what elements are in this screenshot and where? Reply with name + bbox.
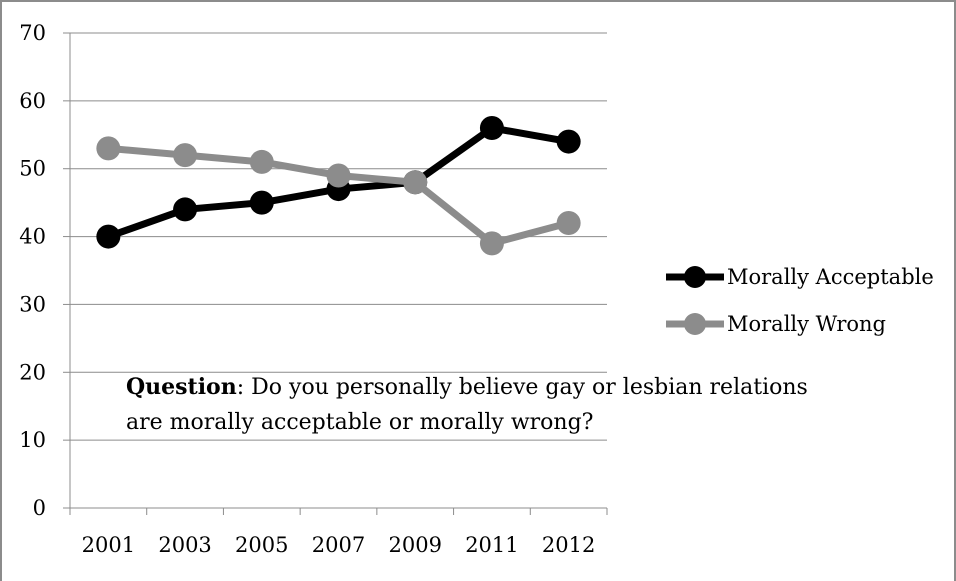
question-annotation: Question: Do you personally believe gay …: [126, 374, 808, 435]
legend-label: Morally Acceptable: [727, 265, 934, 289]
legend-label: Morally Wrong: [727, 312, 886, 336]
x-tick-label: 2005: [235, 533, 288, 557]
x-tick-label: 2009: [388, 533, 441, 557]
legend-item: Morally Acceptable: [666, 265, 934, 289]
y-tick-label: 60: [19, 89, 46, 113]
y-tick-label: 30: [19, 292, 46, 316]
y-tick-label: 50: [19, 157, 46, 181]
data-point: [173, 197, 198, 222]
data-point: [556, 129, 581, 154]
series-morally-wrong: [96, 136, 581, 256]
series-group: [96, 116, 581, 256]
data-point: [403, 170, 428, 195]
annotation-line-2: are morally acceptable or morally wrong?: [126, 410, 593, 435]
annotation-line-1: Question: Do you personally believe gay …: [126, 374, 808, 400]
data-point: [96, 224, 121, 249]
y-tick-label: 70: [19, 21, 46, 45]
data-point: [479, 231, 504, 256]
legend-item: Morally Wrong: [666, 312, 886, 336]
series-morally-acceptable: [96, 116, 581, 249]
x-tick-labels: 2001 2003 2005 2007 2009 2011 2012: [82, 533, 596, 557]
data-point: [173, 143, 198, 168]
y-tick-label: 20: [19, 360, 46, 384]
legend-swatch-marker: [684, 313, 706, 335]
annotation-label: Question: [126, 374, 237, 400]
legend-swatch-marker: [684, 266, 706, 288]
x-tick-label: 2003: [158, 533, 211, 557]
x-tick-label: 2001: [82, 533, 135, 557]
gridlines: [63, 32, 607, 509]
y-tick-label: 0: [33, 496, 46, 520]
y-tick-labels: 0 10 20 30 40 50 60 70: [19, 21, 46, 520]
data-point: [479, 116, 504, 140]
axes: [69, 33, 608, 515]
annotation-text-1: : Do you personally believe gay or lesbi…: [237, 375, 808, 400]
legend: Morally Acceptable Morally Wrong: [666, 265, 934, 336]
x-tick-label: 2012: [542, 533, 595, 557]
data-point: [249, 190, 274, 215]
data-point: [326, 163, 351, 188]
data-point: [249, 149, 274, 174]
y-tick-label: 10: [19, 428, 46, 452]
x-tick-label: 2011: [465, 533, 518, 557]
y-tick-label: 40: [19, 225, 46, 249]
data-point: [96, 136, 121, 161]
x-tick-label: 2007: [312, 533, 365, 557]
data-point: [556, 211, 581, 235]
